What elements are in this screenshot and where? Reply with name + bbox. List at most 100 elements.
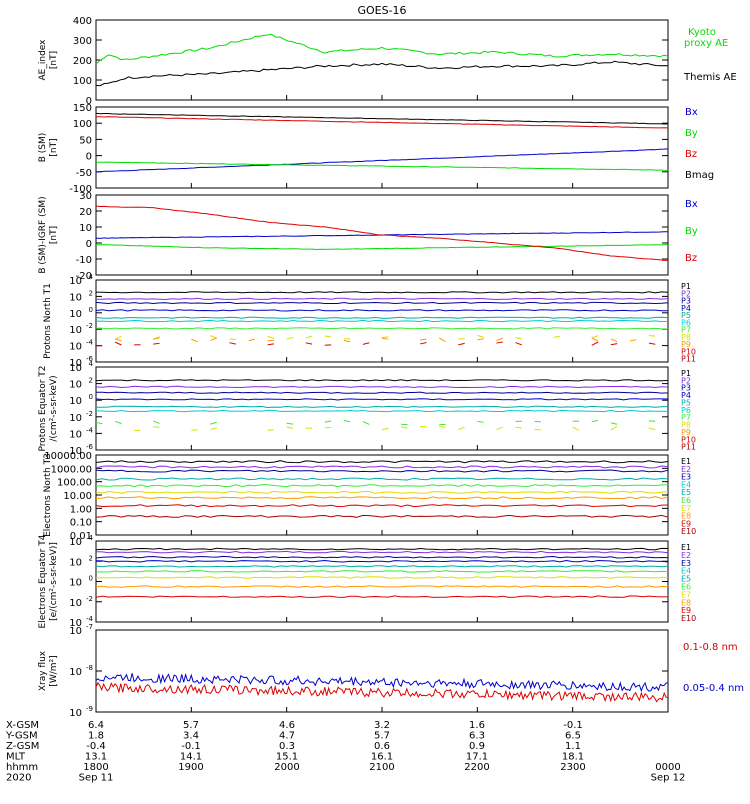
legend-label: By: [685, 128, 698, 139]
y-tick-exponent: 0: [89, 393, 93, 401]
y-tick-label: 10: [69, 396, 82, 407]
series-line-E4: [96, 478, 668, 480]
series-segment-P7: [96, 422, 102, 423]
y-tick-exponent: 4: [89, 360, 94, 368]
series-line-0.1-0.8 nm: [96, 683, 668, 702]
series-segment-P9: [630, 340, 636, 341]
y-tick-label: 10: [69, 667, 82, 678]
series-segment-P9: [153, 338, 159, 339]
series-line-0.05-0.4 nm: [96, 673, 668, 691]
series-segment-P8: [210, 428, 216, 430]
x-info-value: 14.1: [180, 752, 202, 763]
y-tick-exponent: -2: [86, 595, 93, 603]
y-axis-label: B (SM): [38, 133, 48, 163]
x-info-row-label: 2020: [6, 773, 31, 784]
series-segment-P8: [592, 336, 598, 338]
series-segment-P8: [458, 338, 464, 339]
series-line-P6: [96, 410, 668, 411]
series-line-P1: [96, 292, 668, 293]
y-tick-exponent: 4: [89, 534, 94, 542]
y-axis-label: [nT]: [49, 51, 59, 69]
x-info-value: 6.5: [565, 731, 581, 742]
series-line-P3: [96, 392, 668, 393]
series-segment-P7: [210, 422, 216, 424]
series-segment-P8: [401, 427, 407, 428]
series-segment-P7: [325, 421, 331, 422]
series-line-E5: [96, 485, 668, 487]
series-segment-P8: [515, 337, 521, 339]
legend-label: Kyoto: [688, 27, 716, 38]
series-segment-P9: [191, 339, 197, 342]
x-info-row-label: Y-GSM: [5, 731, 38, 742]
y-tick-label: 10: [79, 223, 92, 234]
legend-label: Bx: [685, 107, 698, 118]
y-tick-exponent: -6: [86, 443, 94, 451]
x-info-value: 2300: [560, 762, 585, 773]
x-info-value: 2200: [464, 762, 489, 773]
x-info-row-label: hhmm: [6, 762, 38, 773]
series-line-P2: [96, 386, 668, 387]
y-tick-exponent: -4: [86, 339, 94, 347]
series-segment-P9: [611, 339, 617, 342]
series-segment-P10: [115, 342, 121, 345]
series-segment-P8: [306, 336, 312, 338]
series-line-E6: [96, 571, 668, 573]
y-tick-label: 10: [69, 380, 82, 391]
y-tick-label: 0.10: [70, 518, 92, 529]
legend-label: Themis AE: [683, 72, 737, 83]
x-info-value: 0.3: [279, 741, 295, 752]
series-segment-P10: [592, 342, 598, 345]
y-tick-exponent: 2: [89, 377, 93, 385]
series-segment-P7: [477, 421, 483, 422]
series-segment-P7: [363, 422, 369, 425]
series-segment-P10: [515, 343, 521, 345]
series-segment-P9: [496, 338, 502, 340]
x-info-value: 17.1: [466, 752, 488, 763]
x-info-value: -0.4: [86, 741, 106, 752]
y-tick-exponent: 4: [89, 273, 94, 281]
series-line-P5: [96, 406, 668, 407]
series-line-E3: [96, 470, 668, 472]
x-info-value: 1800: [83, 762, 108, 773]
series-segment-P9: [249, 339, 255, 341]
series-segment-P8: [554, 336, 560, 337]
panel-frame: [96, 20, 668, 100]
y-tick-label: 50: [79, 135, 92, 146]
series-line-E8: [96, 586, 668, 588]
series-segment-P9: [344, 341, 350, 342]
series-line-E7: [96, 497, 668, 499]
x-info-value: 0.6: [374, 741, 390, 752]
legend-label: Bx: [685, 199, 698, 210]
x-info-row-label: Z-GSM: [6, 741, 39, 752]
y-tick-label: 400: [73, 16, 92, 27]
y-axis-label: [nT]: [49, 138, 59, 156]
series-segment-P8: [611, 426, 617, 430]
series-segment-P8: [477, 335, 483, 337]
x-info-value: 3.4: [183, 731, 199, 742]
y-tick-label: 10: [69, 626, 82, 637]
y-tick-label: -50: [76, 168, 92, 179]
x-info-value: 5.7: [374, 731, 390, 742]
series-segment-P7: [287, 423, 293, 424]
series-segment-P8: [649, 336, 655, 337]
x-info-value: 15.1: [276, 752, 298, 763]
y-tick-label: 10: [69, 325, 82, 336]
y-axis-label: AE_index: [38, 39, 48, 81]
y-axis-label: Protons Equator T2: [38, 365, 48, 451]
series-segment-P7: [153, 421, 159, 423]
x-info-value: 1.6: [469, 720, 485, 731]
y-tick-exponent: 0: [89, 575, 93, 583]
series-segment-P10: [268, 344, 274, 345]
y-tick-label: 10: [69, 578, 82, 589]
series-segment-P10: [306, 343, 312, 344]
channel-label: E10: [681, 527, 696, 536]
series-line-P4: [96, 399, 668, 400]
y-tick-exponent: 0: [89, 306, 93, 314]
legend-label: 0.05-0.4 nm: [683, 683, 744, 694]
series-segment-P9: [115, 339, 121, 341]
y-tick-label: 100: [73, 76, 92, 87]
